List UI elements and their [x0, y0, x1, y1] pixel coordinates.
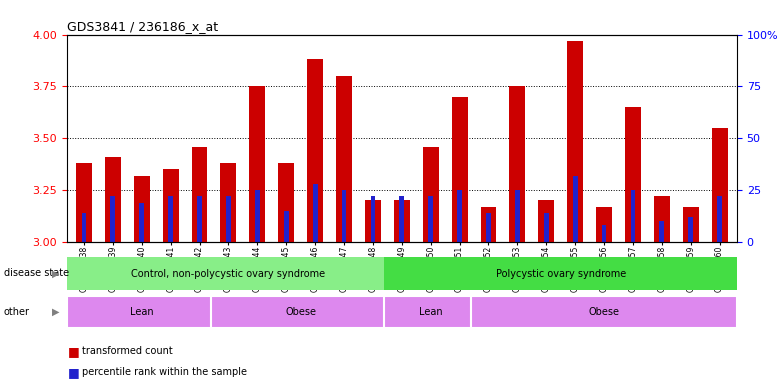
Text: GDS3841 / 236186_x_at: GDS3841 / 236186_x_at — [67, 20, 218, 33]
Bar — [284, 211, 289, 242]
Bar — [67, 296, 217, 328]
Text: disease state: disease state — [4, 268, 69, 278]
Bar — [140, 202, 144, 242]
Text: Lean: Lean — [419, 307, 442, 317]
Bar — [307, 60, 323, 242]
Bar — [486, 213, 491, 242]
Bar — [510, 86, 525, 242]
Bar — [428, 196, 433, 242]
Text: Control, non-polycystic ovary syndrome: Control, non-polycystic ovary syndrome — [132, 268, 325, 279]
Text: Lean: Lean — [130, 307, 154, 317]
Bar — [683, 207, 699, 242]
Bar — [134, 175, 150, 242]
Bar — [197, 196, 202, 242]
Bar — [399, 196, 405, 242]
Bar — [384, 257, 737, 290]
Bar — [601, 225, 607, 242]
Bar — [249, 86, 265, 242]
Text: Obese: Obese — [589, 307, 619, 317]
Bar — [567, 41, 583, 242]
Bar — [313, 184, 318, 242]
Bar — [596, 207, 612, 242]
Bar — [452, 97, 467, 242]
Bar — [481, 207, 496, 242]
Bar — [630, 190, 635, 242]
Bar — [105, 157, 121, 242]
Bar — [336, 76, 352, 242]
Bar — [539, 200, 554, 242]
Text: Polycystic ovary syndrome: Polycystic ovary syndrome — [495, 268, 626, 279]
Bar — [717, 196, 722, 242]
Bar — [371, 196, 376, 242]
Text: ■: ■ — [68, 366, 80, 379]
Bar — [220, 163, 237, 242]
Text: ■: ■ — [68, 345, 80, 358]
Bar — [625, 107, 641, 242]
Text: ▶: ▶ — [52, 307, 60, 317]
Bar — [573, 175, 578, 242]
Bar — [384, 296, 477, 328]
Text: percentile rank within the sample: percentile rank within the sample — [82, 367, 247, 377]
Bar — [712, 128, 728, 242]
Text: Obese: Obese — [285, 307, 316, 317]
Bar — [365, 200, 381, 242]
Bar — [688, 217, 693, 242]
Bar — [471, 296, 737, 328]
Bar — [255, 190, 260, 242]
Bar — [278, 163, 294, 242]
Bar — [515, 190, 520, 242]
Bar — [544, 213, 549, 242]
Bar — [457, 190, 462, 242]
Bar — [659, 221, 664, 242]
Bar — [191, 147, 208, 242]
Bar — [211, 296, 390, 328]
Text: transformed count: transformed count — [82, 346, 173, 356]
Bar — [163, 169, 179, 242]
Bar — [394, 200, 410, 242]
Bar — [67, 257, 390, 290]
Bar — [342, 190, 347, 242]
Bar — [111, 196, 115, 242]
Bar — [226, 196, 230, 242]
Bar — [82, 213, 86, 242]
Bar — [169, 196, 173, 242]
Bar — [654, 196, 670, 242]
Text: ▶: ▶ — [52, 268, 60, 278]
Bar — [76, 163, 92, 242]
Bar — [423, 147, 438, 242]
Text: other: other — [4, 307, 30, 317]
